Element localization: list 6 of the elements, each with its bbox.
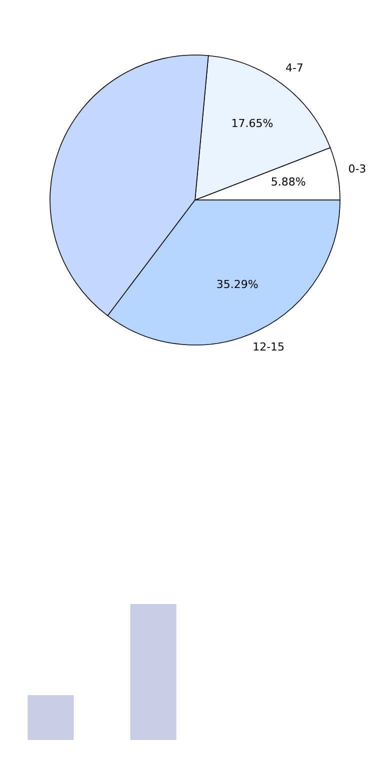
slice-label: 4-7 xyxy=(285,61,304,74)
slice-label: 0-3 xyxy=(348,162,366,176)
data-label: 35.29% xyxy=(216,278,258,292)
data-label: 5.88% xyxy=(270,176,306,189)
slice-label: 12-15 xyxy=(252,340,285,354)
data-label: 17.65% xyxy=(231,117,274,130)
